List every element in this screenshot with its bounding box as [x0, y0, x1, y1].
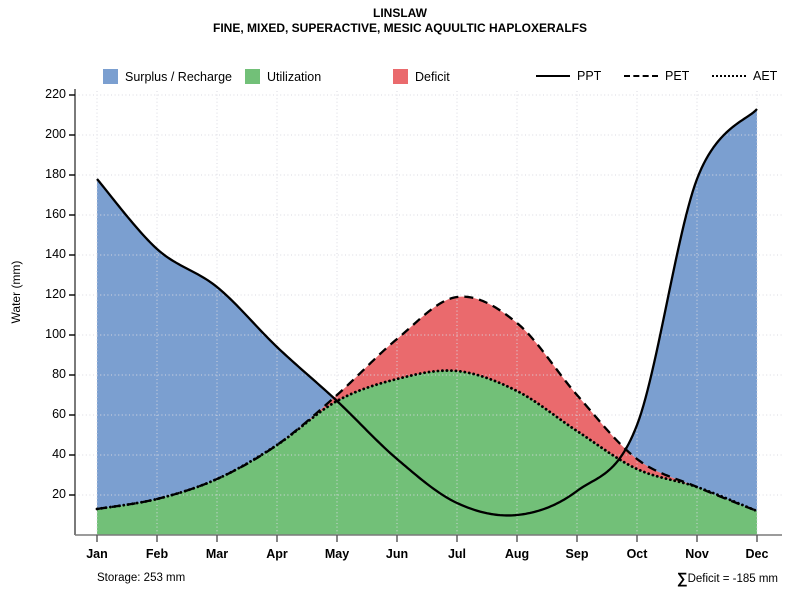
y-tick-label-40: 40 [52, 447, 66, 461]
y-tick-label-160: 160 [45, 207, 66, 221]
chart-title-line1: LINSLAW [373, 6, 427, 20]
x-tick-label-feb: Feb [145, 547, 169, 561]
legend-line-solid-icon [536, 70, 570, 82]
x-tick-label-jul: Jul [447, 547, 467, 561]
legend-label-deficit: Deficit [415, 69, 450, 84]
chart-title-line2: FINE, MIXED, SUPERACTIVE, MESIC AQUULTIC… [212, 21, 588, 35]
legend-swatch-utilization [245, 69, 260, 84]
x-tick-label-apr: Apr [266, 547, 288, 561]
x-tick-label-sep: Sep [565, 547, 589, 561]
series-line-aet [95, 369, 759, 513]
x-tick-label-jun: Jun [385, 547, 409, 561]
series-line-ppt [96, 108, 758, 517]
surplus-area [97, 179, 333, 509]
legend-swatch-surplus-recharge [103, 69, 118, 84]
y-tick-label-120: 120 [45, 287, 66, 301]
y-tick-label-140: 140 [45, 247, 66, 261]
legend-line-dashed-icon [624, 70, 658, 82]
x-tick-label-may: May [324, 547, 350, 561]
y-tick-label-220: 220 [45, 87, 66, 101]
x-tick-label-mar: Mar [205, 547, 229, 561]
legend-item-ppt: PPT [536, 69, 601, 83]
x-tick-label-oct: Oct [626, 547, 648, 561]
chart-axes [69, 89, 782, 542]
legend-item-deficit: Deficit [393, 69, 450, 84]
legend-item-utilization: Utilization [245, 69, 321, 84]
legend-label-aet: AET [753, 69, 778, 83]
legend-item-surplus-recharge: Surplus / Recharge [103, 69, 232, 84]
legend-label-pet: PET [665, 69, 690, 83]
y-tick-label-20: 20 [52, 487, 66, 501]
sigma-icon: ∑ [676, 570, 688, 587]
legend-label-utilization: Utilization [267, 69, 322, 84]
deficit-annotation: ∑Deficit = -185 mm [677, 570, 778, 587]
x-tick-label-jan: Jan [86, 547, 108, 561]
y-tick-label-200: 200 [45, 127, 66, 141]
legend-label-ppt: PPT [577, 69, 602, 83]
chart-title-block: LINSLAW FINE, MIXED, SUPERACTIVE, MESIC … [0, 6, 800, 36]
storage-annotation: Storage: 253 mm [97, 572, 186, 584]
x-tick-label-aug: Aug [504, 547, 530, 561]
legend-item-pet: PET [624, 69, 689, 83]
x-tick-label-nov: Nov [685, 547, 709, 561]
legend-item-aet: AET [712, 69, 777, 83]
y-tick-label-60: 60 [52, 407, 66, 421]
deficit-area [283, 296, 693, 486]
surplus-area [626, 109, 757, 511]
y-tick-label-100: 100 [45, 327, 66, 341]
y-tick-label-80: 80 [52, 367, 66, 381]
legend-swatch-deficit [393, 69, 408, 84]
legend-label-surplus-recharge: Surplus / Recharge [125, 69, 233, 84]
chart-legend: Surplus / Recharge Utilization Deficit P… [0, 68, 800, 90]
legend-line-dotted-icon [712, 70, 746, 82]
x-tick-label-dec: Dec [745, 547, 769, 561]
deficit-annotation-text: Deficit = -185 mm [687, 573, 778, 585]
y-tick-label-180: 180 [45, 167, 66, 181]
